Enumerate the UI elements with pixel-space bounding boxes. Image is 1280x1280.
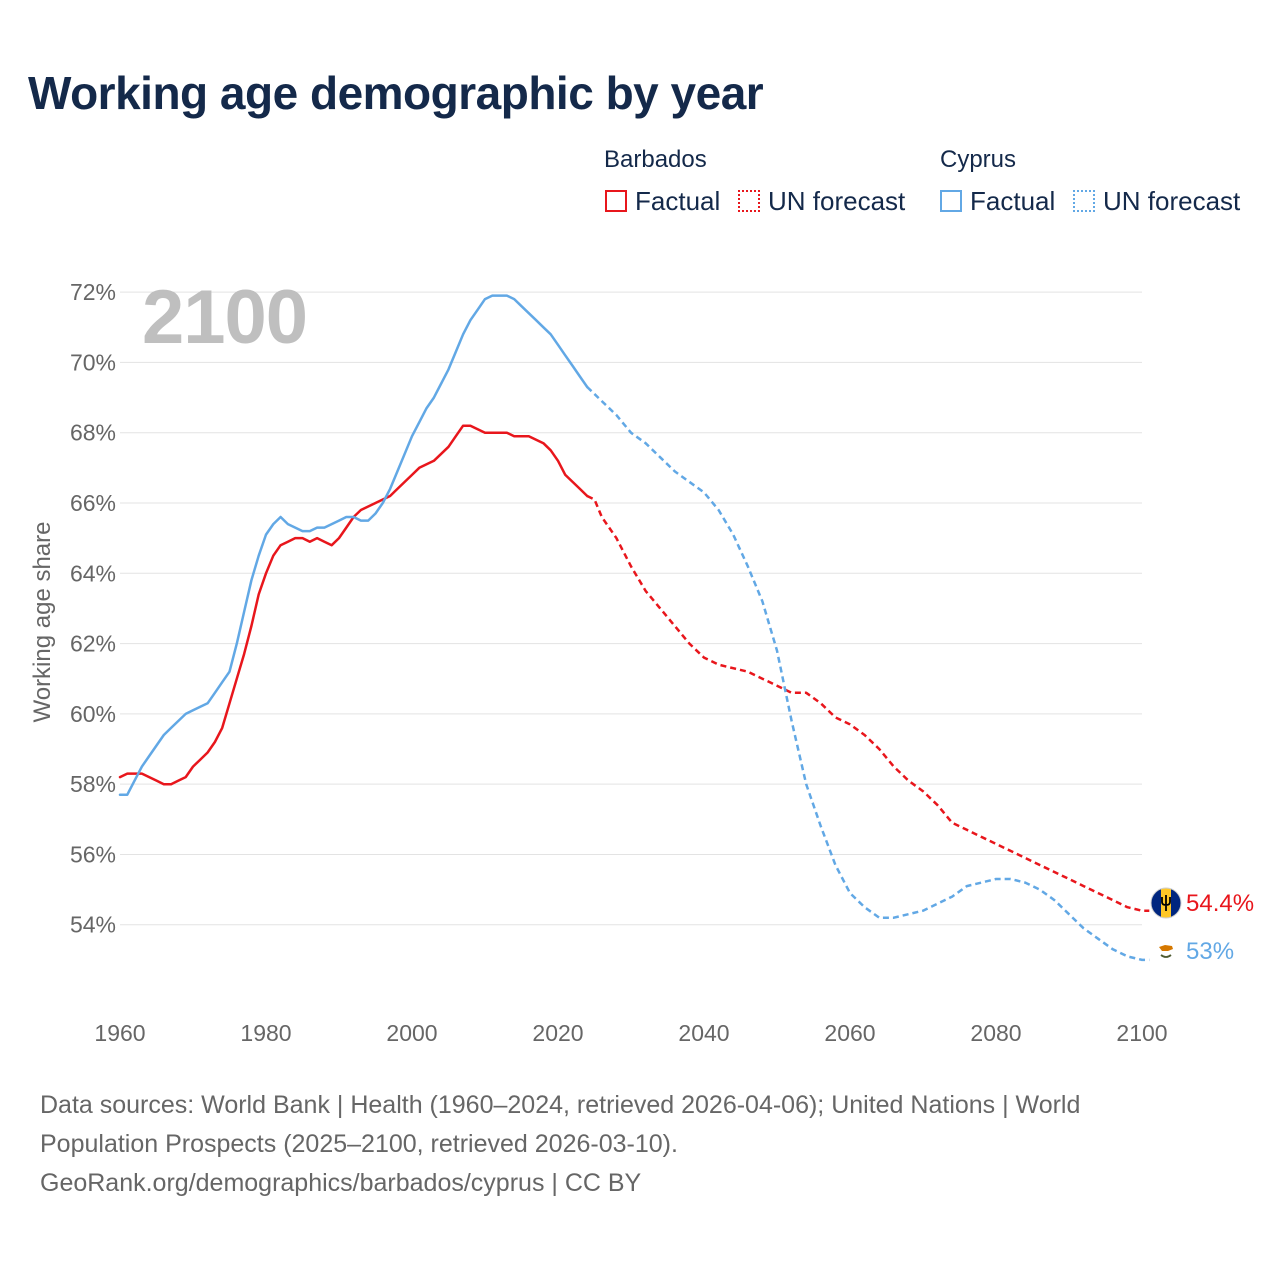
cyprus-factual-line[interactable] [118,294,589,796]
legend-group-cyprus: Cyprus [940,146,1017,173]
x-tick-label: 2040 [678,1020,729,1046]
legend-label-barbados-factual: Factual [635,185,721,216]
y-axis-title: Working age share [29,522,56,723]
legend-item-cyprus-factual[interactable]: Factual [940,186,1055,216]
x-tick-label: 1980 [240,1020,291,1046]
y-tick-label: 60% [70,701,116,727]
x-tick-label: 2080 [970,1020,1021,1046]
footer-line-1: Data sources: World Bank | Health (1960–… [40,1091,1081,1119]
y-tick-label: 66% [70,490,116,516]
legend-item-barbados-forecast[interactable]: UN forecast [738,186,905,216]
legend-label-barbados-forecast: UN forecast [768,185,906,216]
axis-layer: 54% 56% 58% 60% 62% 64% 66% 68% 70% 72% 1960 1980 20… [70,279,1168,1046]
barbados-forecast-line[interactable] [586,494,1150,912]
y-tick-label: 58% [70,771,116,797]
y-tick-label: 68% [70,420,116,446]
x-tick-label: 2000 [386,1020,437,1046]
footer-line-2: Population Prospects (2025–2100, retriev… [40,1130,678,1158]
legend-group-barbados: Barbados [604,146,707,173]
end-label-barbados: 54.4% [1186,890,1254,917]
end-labels: 54.4% 53% [1150,887,1254,966]
barbados-factual-line[interactable] [118,424,589,786]
x-tick-label: 2060 [824,1020,875,1046]
x-tick-label: 2100 [1116,1020,1167,1046]
legend-swatch-barbados-forecast [738,190,760,212]
year-watermark: 2100 [142,275,307,360]
y-tick-label: 70% [70,349,116,375]
line-chart: 54% 56% 58% 60% 62% 64% 66% 68% 70% 72% 1960 1980 20… [29,275,1254,1046]
x-tick-label: 2020 [532,1020,583,1046]
legend-item-cyprus-forecast[interactable]: UN forecast [1073,186,1240,216]
y-tick-label: 56% [70,841,116,867]
legend-label-cyprus-factual: Factual [970,185,1056,216]
legend-label-cyprus-forecast: UN forecast [1103,185,1241,216]
footer-sources: Data sources: World Bank | Health (1960–… [40,1086,1240,1203]
end-label-cyprus: 53% [1186,938,1234,965]
y-tick-label: 64% [70,560,116,586]
y-tick-label: 62% [70,631,116,657]
x-tick-label: 1960 [94,1020,145,1046]
legend-item-barbados-factual[interactable]: Factual [605,186,720,216]
barbados-flag-icon [1150,887,1182,919]
chart-title: Working age demographic by year [28,67,764,119]
legend-swatch-barbados-factual [605,190,627,212]
legend-swatch-cyprus-forecast [1073,190,1095,212]
y-tick-label: 54% [70,912,116,938]
footer-line-3: GeoRank.org/demographics/barbados/cyprus… [40,1169,642,1197]
cyprus-forecast-line[interactable] [586,386,1150,962]
y-tick-label: 72% [70,279,116,305]
series-layer [118,294,1150,962]
legend-swatch-cyprus-factual [940,190,962,212]
cyprus-flag-icon [1151,936,1181,966]
grid-layer [120,291,1142,926]
